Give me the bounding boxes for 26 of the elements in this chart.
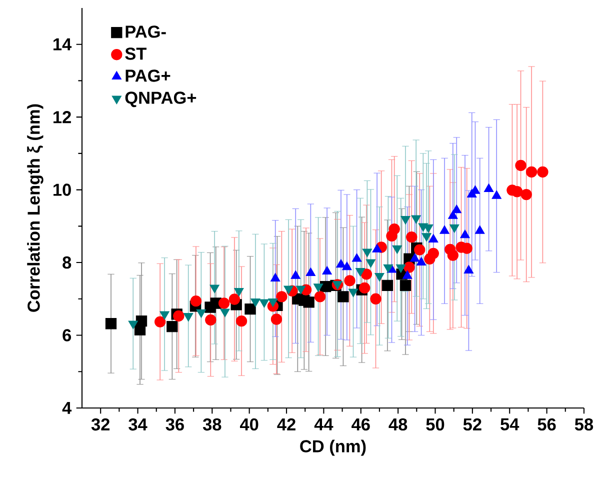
y-tick-label: 8 bbox=[62, 256, 72, 269]
x-tick-label: 32 bbox=[91, 418, 110, 431]
x-tick-label: 34 bbox=[128, 418, 148, 431]
legend-label: ST bbox=[125, 48, 147, 60]
x-tick-label: 54 bbox=[500, 418, 520, 430]
x-tick-label: 58 bbox=[574, 418, 594, 431]
y-tick-label: 14 bbox=[54, 38, 72, 50]
y-tick-label: 10 bbox=[54, 184, 71, 196]
y-tick-label: 12 bbox=[54, 111, 71, 124]
x-tick-label: 50 bbox=[426, 418, 444, 431]
y-tick-label: 6 bbox=[62, 329, 72, 342]
y-axis-title: Correlation Length ξ (nm) bbox=[27, 104, 44, 312]
x-tick-label: 40 bbox=[240, 418, 258, 431]
x-tick-label: 56 bbox=[538, 418, 556, 431]
x-tick-label: 42 bbox=[277, 418, 296, 430]
legend-label: PAG- bbox=[126, 26, 166, 38]
x-tick-label: 52 bbox=[463, 418, 482, 431]
x-tick-label: 46 bbox=[352, 418, 370, 431]
x-axis-title: CD (nm) bbox=[300, 440, 366, 456]
y-tick-label: 4 bbox=[62, 402, 72, 414]
x-tick-label: 36 bbox=[166, 418, 184, 431]
x-tick-label: 44 bbox=[314, 418, 334, 430]
x-tick-label: 48 bbox=[388, 418, 408, 431]
x-tick-label: 38 bbox=[202, 418, 222, 431]
legend-label: PAG+ bbox=[126, 70, 170, 82]
legend-label: QNPAG+ bbox=[125, 92, 196, 108]
